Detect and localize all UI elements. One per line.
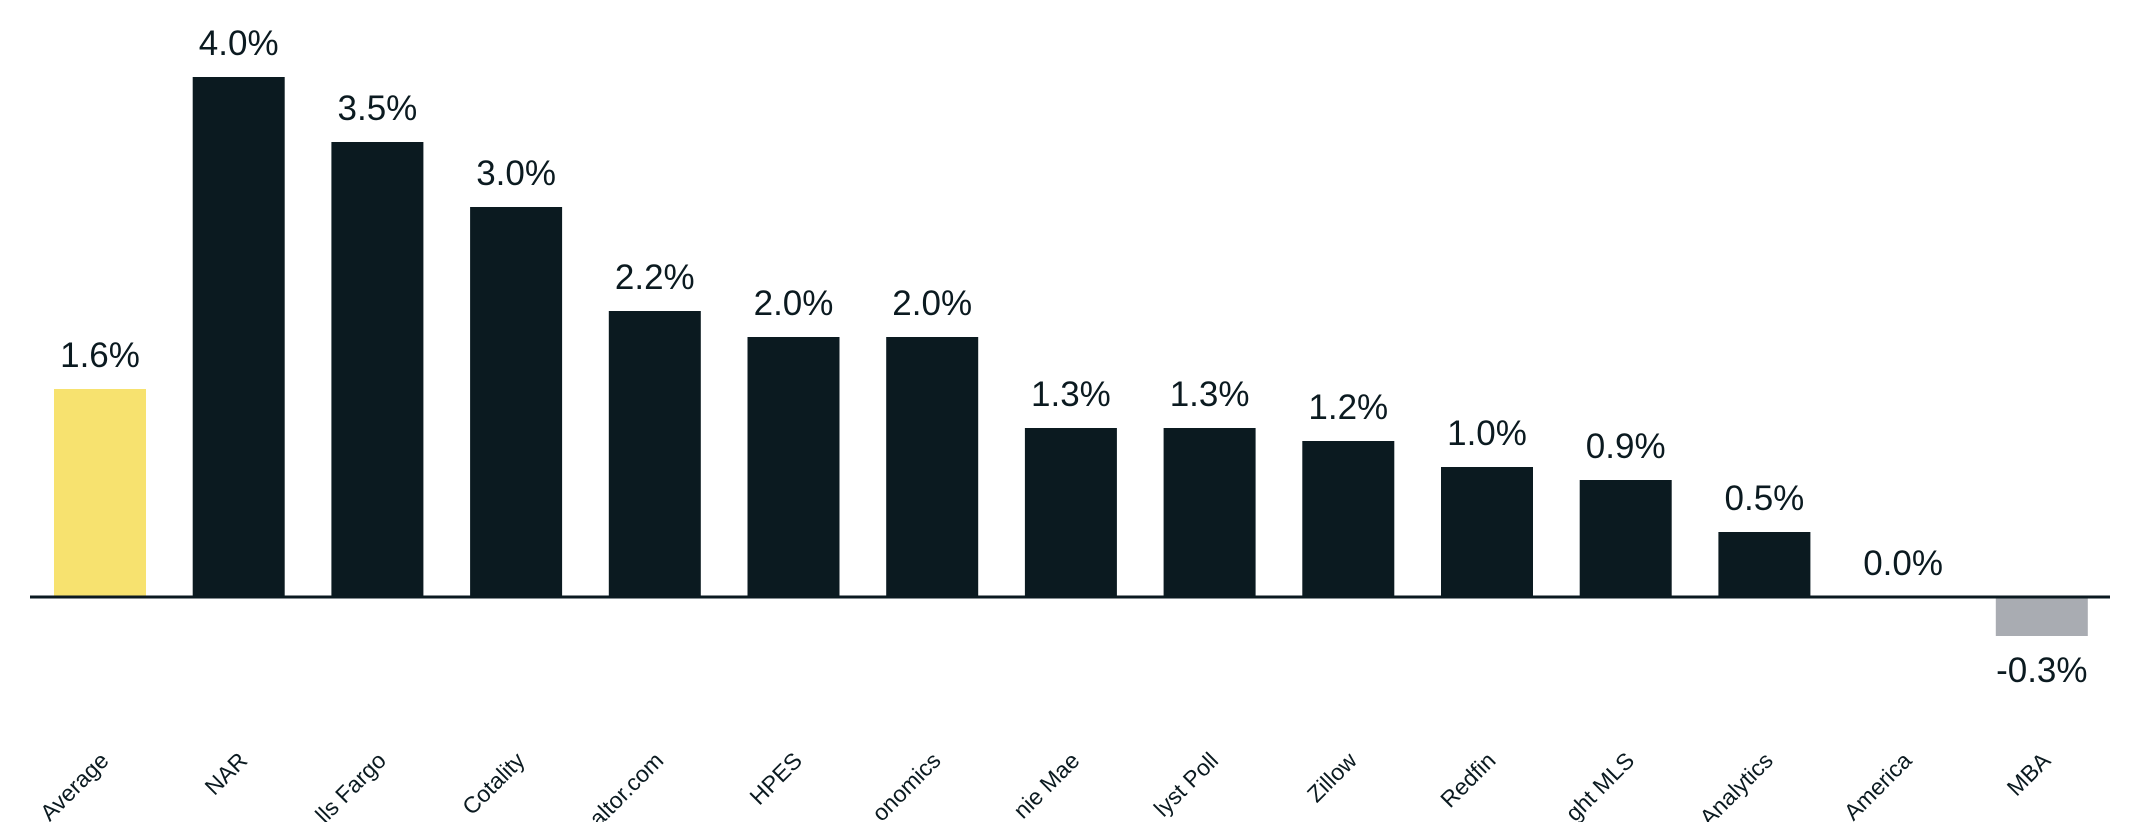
bar-10 — [1441, 467, 1533, 597]
bar-9 — [1302, 441, 1395, 597]
x-tick-label: lls Fargo — [310, 747, 391, 822]
value-label: 1.3% — [1031, 375, 1111, 414]
value-label: 0.9% — [1586, 427, 1666, 466]
value-label: 1.6% — [60, 336, 140, 375]
bar-11 — [1579, 480, 1672, 597]
value-label: 1.0% — [1447, 414, 1527, 453]
x-tick-label: Analytics — [1694, 747, 1777, 822]
value-label: 2.0% — [754, 284, 834, 323]
bars-group — [54, 77, 2088, 636]
x-tick-label: ght MLS — [1560, 747, 1639, 822]
x-tick-label: HPES — [744, 747, 807, 810]
x-tick-label: America — [1839, 747, 1917, 822]
bar-1 — [192, 77, 285, 597]
x-tick-labels-group: Average NAR lls Fargo Cotality altor.com HPES… — [35, 747, 2056, 822]
value-label: 2.0% — [892, 284, 972, 323]
bar-6 — [886, 337, 979, 597]
x-tick-label: nie Mae — [1008, 747, 1084, 822]
bar-5 — [747, 337, 840, 597]
bar-0 — [54, 389, 146, 597]
value-label: 3.0% — [476, 154, 556, 193]
x-tick-label: onomics — [867, 747, 946, 822]
x-tick-label: Redfin — [1435, 747, 1500, 812]
bar-12 — [1718, 532, 1811, 597]
bar-3 — [470, 207, 563, 597]
value-label: 1.2% — [1308, 388, 1388, 427]
bar-4 — [608, 311, 701, 597]
bar-8 — [1163, 428, 1256, 597]
value-label: -0.3% — [1996, 651, 2087, 690]
x-tick-label: Cotality — [457, 747, 530, 820]
value-label: 4.0% — [199, 24, 279, 63]
x-tick-label: Zillow — [1302, 747, 1362, 807]
value-label: 2.2% — [615, 258, 695, 297]
x-tick-label: NAR — [200, 747, 253, 800]
x-tick-label: MBA — [2002, 747, 2056, 801]
value-label: 1.3% — [1170, 375, 1250, 414]
bar-7 — [1024, 428, 1117, 597]
value-label: 0.0% — [1863, 544, 1943, 583]
value-labels-group: 1.6% 4.0% 3.5% 3.0% 2.2% 2.0% 2.0% 1.3% 1.3% 1.2%… — [60, 24, 2087, 690]
x-tick-label: lyst Poll — [1149, 747, 1223, 821]
x-tick-label: Average — [35, 747, 114, 822]
bar-14 — [1995, 597, 2088, 636]
x-tick-label: altor.com — [584, 747, 668, 822]
value-label: 3.5% — [338, 89, 418, 128]
value-label: 0.5% — [1725, 479, 1805, 518]
bar-2 — [331, 142, 424, 597]
